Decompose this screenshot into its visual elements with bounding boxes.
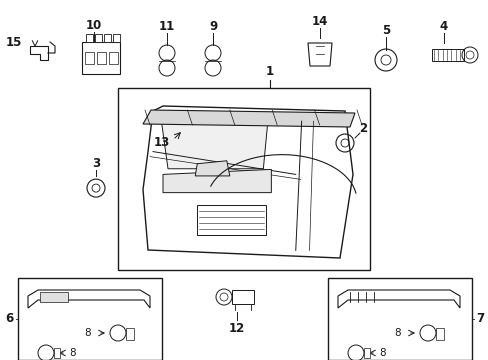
Bar xyxy=(54,348,60,358)
Text: 3: 3 xyxy=(92,157,100,170)
Text: 9: 9 xyxy=(208,20,217,33)
Text: 14: 14 xyxy=(311,15,327,28)
Text: 2: 2 xyxy=(358,122,366,135)
Text: 5: 5 xyxy=(381,24,389,37)
Bar xyxy=(431,49,463,61)
Bar xyxy=(327,278,471,360)
Text: 10: 10 xyxy=(86,19,102,32)
Text: 13: 13 xyxy=(153,136,170,149)
Polygon shape xyxy=(195,161,229,176)
Bar xyxy=(126,328,134,340)
Text: 12: 12 xyxy=(228,322,244,335)
Text: 8: 8 xyxy=(394,328,401,338)
Bar xyxy=(435,328,443,340)
Bar xyxy=(363,348,369,358)
Bar xyxy=(118,88,369,270)
Bar xyxy=(40,292,68,302)
Bar xyxy=(97,52,106,64)
Polygon shape xyxy=(163,170,271,193)
Bar xyxy=(113,34,120,42)
Text: 8: 8 xyxy=(70,348,76,358)
Bar xyxy=(197,205,265,235)
Polygon shape xyxy=(142,110,354,127)
Bar xyxy=(82,42,120,74)
Bar xyxy=(18,278,162,360)
Polygon shape xyxy=(160,111,268,169)
Bar xyxy=(109,52,118,64)
Text: 8: 8 xyxy=(379,348,386,358)
Bar xyxy=(86,34,93,42)
Text: 11: 11 xyxy=(159,20,175,33)
Text: 8: 8 xyxy=(84,328,91,338)
Text: 1: 1 xyxy=(265,65,273,78)
Text: 7: 7 xyxy=(475,312,483,325)
Bar xyxy=(85,52,94,64)
Text: 15: 15 xyxy=(6,36,22,49)
Text: 6: 6 xyxy=(6,312,14,325)
Bar xyxy=(104,34,111,42)
Bar xyxy=(231,290,253,304)
Bar xyxy=(95,34,102,42)
Text: 4: 4 xyxy=(439,20,447,33)
